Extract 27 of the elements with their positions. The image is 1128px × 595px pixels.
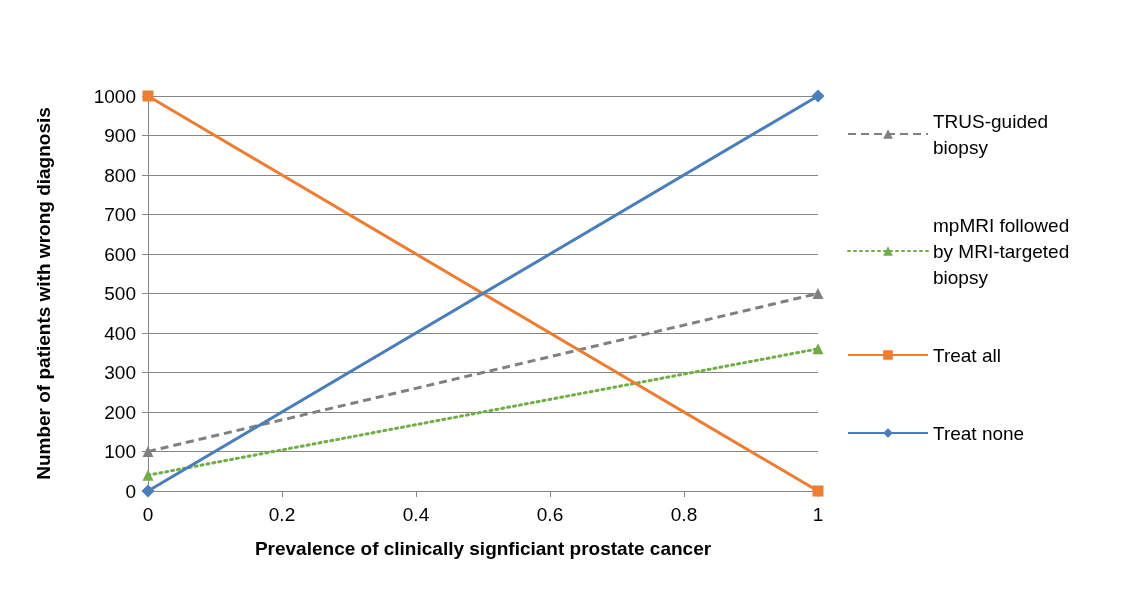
y-tick-label: 300	[104, 362, 136, 383]
x-axis-title: Prevalence of clinically signficiant prostate cancer	[254, 538, 712, 559]
y-tick-label: 500	[104, 283, 136, 304]
x-tick-label: 0.6	[536, 504, 564, 525]
point	[141, 484, 155, 498]
point	[142, 90, 154, 102]
point	[811, 89, 825, 103]
y-tick-label: 0	[125, 480, 136, 502]
legend-label: mpMRI followed by MRI-targeted biopsy	[933, 214, 1075, 288]
legend-label: Treat none	[933, 422, 1025, 444]
x-tick-label: 0.4	[402, 504, 430, 525]
y-tick-label: 900	[104, 125, 136, 146]
point	[812, 485, 824, 497]
y-axis-title: Number of patients with wrong diagnosis	[33, 107, 54, 480]
x-tick-label: 0	[142, 504, 154, 525]
y-tick-label: 100	[104, 441, 136, 462]
y-tick-label: 400	[104, 322, 136, 344]
y-tick-label: 800	[104, 164, 136, 186]
y-tick-label: 700	[104, 204, 136, 225]
y-tick-label: 1000	[93, 85, 136, 107]
x-tick-label: 1	[812, 504, 824, 525]
legend-label: Treat all	[933, 344, 1001, 366]
legend-label: TRUS-guided biopsy	[933, 110, 1054, 158]
y-tick-label: 600	[104, 243, 136, 265]
x-tick-label: 0.8	[670, 504, 698, 525]
y-tick-label: 200	[104, 401, 136, 423]
x-tick-label: 0.2	[268, 504, 296, 525]
